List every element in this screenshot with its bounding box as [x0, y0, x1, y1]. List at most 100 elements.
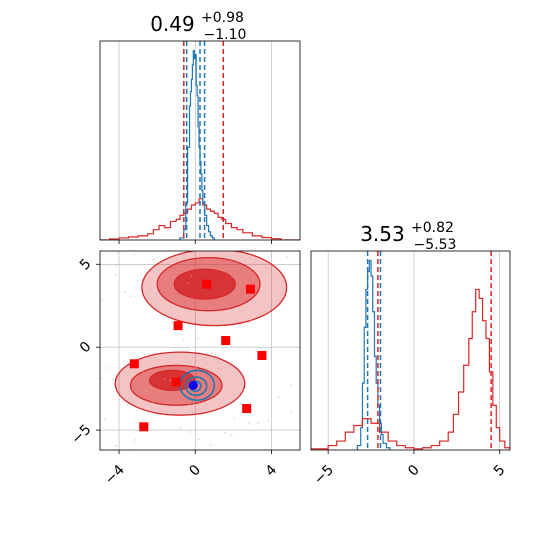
- background-sample: [193, 402, 196, 404]
- background-sample: [123, 360, 126, 363]
- background-sample: [189, 431, 191, 433]
- background-sample: [223, 431, 226, 434]
- background-sample: [290, 411, 293, 414]
- x-marginal-ticks: [118, 240, 272, 244]
- blue-histogram-step: [179, 49, 215, 240]
- y-marginal-tick-label: 5: [491, 462, 509, 480]
- background-sample: [186, 350, 189, 353]
- red-square-marker: [242, 404, 252, 414]
- background-sample: [155, 293, 158, 296]
- x-marginal-frame: [99, 40, 301, 241]
- background-sample: [133, 252, 135, 255]
- background-sample: [100, 298, 103, 301]
- y-marginal-title-plus: +0.82: [411, 220, 454, 236]
- background-sample: [250, 319, 253, 321]
- y-marginal-tick-label: −5: [311, 462, 337, 488]
- background-sample: [108, 367, 111, 369]
- red-square-marker: [221, 336, 231, 346]
- blue-density-contour: [184, 376, 208, 397]
- background-sample: [189, 361, 192, 364]
- background-sample: [233, 417, 236, 420]
- x-marginal-title-value: 0.49: [150, 12, 195, 36]
- background-sample: [257, 421, 260, 424]
- background-sample: [216, 355, 219, 358]
- red-square-marker: [202, 279, 212, 289]
- background-sample: [270, 256, 273, 259]
- y-marginal-title-minus: −5.53: [414, 237, 457, 253]
- background-sample: [278, 396, 281, 399]
- background-sample: [208, 383, 211, 386]
- joint-frame: [99, 250, 301, 451]
- joint-x-tick-label: 4: [263, 462, 281, 480]
- background-sample: [230, 433, 233, 436]
- background-sample: [114, 274, 117, 277]
- background-sample: [190, 275, 193, 278]
- background-sample: [122, 400, 124, 403]
- background-sample: [145, 283, 147, 286]
- background-sample: [286, 256, 289, 258]
- background-sample: [233, 393, 236, 396]
- y-marginal-histograms: [311, 259, 510, 450]
- background-sample: [187, 348, 190, 351]
- x-marginal-title: 0.49 +0.98 −1.10: [150, 7, 249, 43]
- background-sample: [267, 420, 270, 422]
- background-sample: [151, 401, 154, 404]
- background-sample: [152, 258, 155, 261]
- background-sample: [198, 402, 201, 405]
- background-sample: [115, 264, 117, 267]
- background-sample: [219, 369, 222, 371]
- background-sample: [182, 339, 185, 342]
- background-sample: [179, 427, 182, 430]
- blue-histogram-step: [356, 259, 391, 450]
- background-sample: [153, 296, 155, 299]
- joint-x-tick-label: −4: [102, 462, 128, 488]
- x-marginal-panel: 0.49 +0.98 −1.10: [99, 7, 301, 244]
- joint-y-tick-label: −5: [69, 422, 95, 448]
- red-square-marker: [139, 422, 149, 432]
- background-sample: [155, 351, 157, 354]
- background-sample: [163, 377, 166, 380]
- joint-contours: [114, 251, 288, 416]
- joint-points: [100, 251, 293, 450]
- background-sample: [216, 367, 219, 370]
- background-sample: [129, 295, 132, 298]
- red-square-marker: [173, 321, 183, 331]
- red-square-marker: [245, 284, 255, 294]
- red-histogram-step: [100, 198, 300, 240]
- background-sample: [188, 402, 191, 405]
- y-marginal-title: 3.53 +0.82 −5.53: [360, 217, 459, 253]
- joint-y-tick-label: 5: [77, 256, 95, 274]
- background-sample: [216, 361, 219, 364]
- background-sample: [211, 352, 213, 354]
- truth-point: [188, 380, 198, 390]
- joint-y-tick-label: 0: [77, 339, 95, 357]
- background-sample: [248, 321, 251, 324]
- y-marginal-quantile-lines: [366, 251, 492, 450]
- background-sample: [100, 377, 103, 380]
- red-histogram-step: [311, 288, 510, 450]
- background-sample: [126, 404, 129, 407]
- background-sample: [240, 310, 243, 313]
- background-sample: [169, 379, 172, 382]
- background-sample: [210, 444, 212, 447]
- joint-panel: −4 0 4 −5 0 5: [69, 250, 301, 488]
- y-marginal-ticks: −5 0 5: [311, 450, 509, 488]
- background-sample: [124, 291, 126, 294]
- background-sample: [142, 370, 144, 373]
- background-sample: [134, 439, 137, 441]
- y-marginal-panel: −5 0 5 3.53 +0.82 −5.53: [310, 217, 511, 488]
- background-sample: [197, 337, 199, 340]
- background-sample: [194, 366, 197, 369]
- joint-x-tick-label: 0: [186, 462, 204, 480]
- x-marginal-title-minus: −1.10: [204, 27, 247, 43]
- background-sample: [146, 273, 149, 275]
- y-marginal-frame: [310, 250, 511, 451]
- background-sample: [284, 277, 287, 280]
- y-marginal-title-value: 3.53: [360, 222, 405, 246]
- background-sample: [186, 282, 189, 285]
- red-square-marker: [129, 359, 139, 369]
- background-sample: [197, 438, 200, 441]
- background-sample: [290, 384, 292, 387]
- background-sample: [111, 378, 114, 381]
